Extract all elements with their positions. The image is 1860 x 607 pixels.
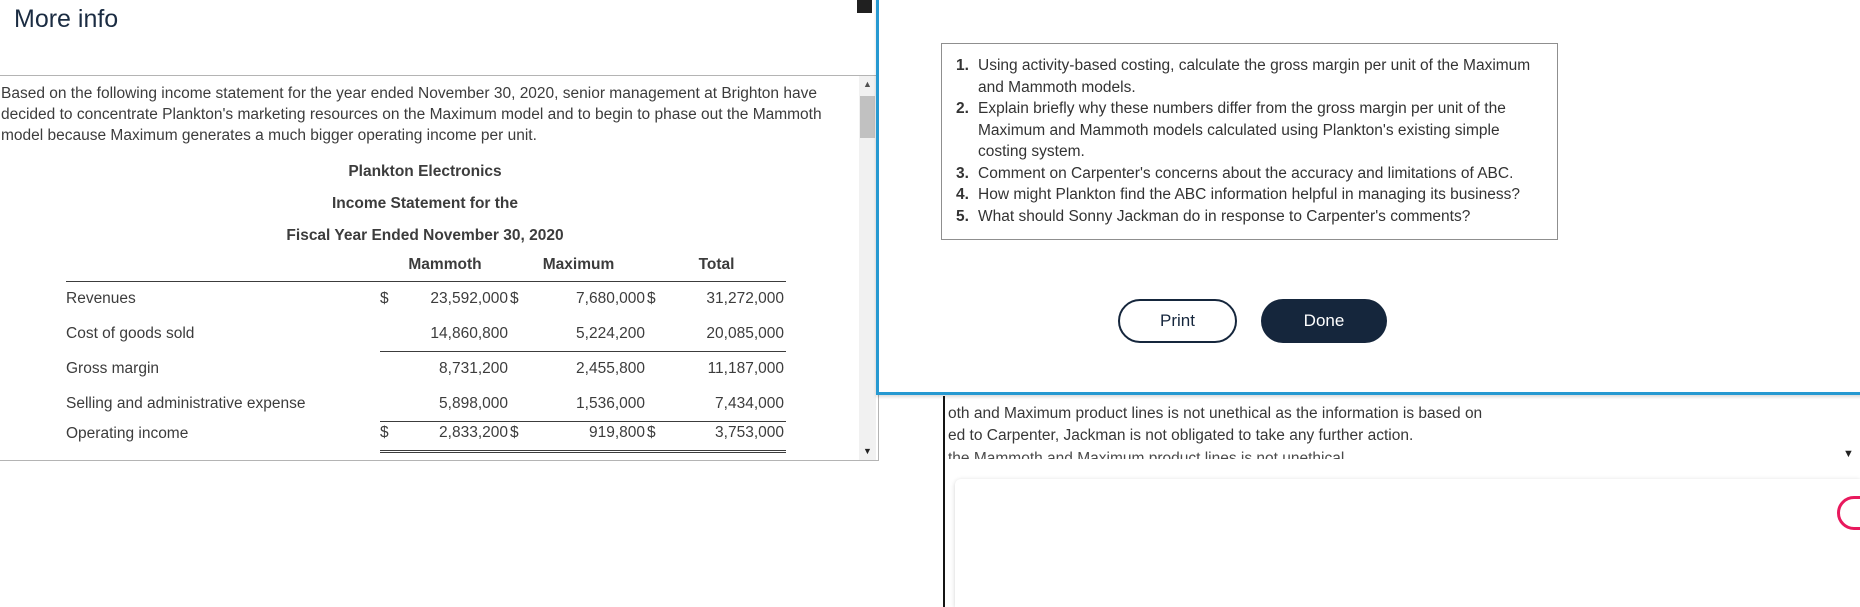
statement-title-type: Income Statement for the [331,195,519,212]
requirement-item: 2. Explain briefly why these numbers dif… [956,98,1545,163]
statement-title-period: Fiscal Year Ended November 30, 2020 [286,227,564,244]
background-text-line: oth and Maximum product lines is not une… [948,405,1483,422]
dollar-sign: $ [380,421,400,453]
dollar-sign: $ [510,290,519,307]
statement-title-company: Plankton Electronics [348,163,502,180]
panel-scrollbar[interactable]: ▲ ▼ [859,76,876,460]
intro-paragraph: Based on the following income statement … [1,85,822,144]
dollar-sign [510,386,532,422]
background-text-line-partial: the Mammoth and Maximum product lines is… [948,450,1348,459]
dollar-sign: $ [647,290,656,307]
table-row: Selling and administrative expense 5,898… [66,386,786,422]
row-label: Operating income [66,425,189,442]
requirement-text: Using activity-based costing, calculate … [978,57,1531,96]
row-label: Selling and administrative expense [66,395,306,412]
dollar-sign [647,351,669,386]
dollar-sign: $ [647,421,669,453]
requirement-text: Explain briefly why these numbers differ… [978,100,1506,160]
cell-value: 5,224,200 [532,316,647,352]
cell-value: 11,187,000 [707,360,784,377]
column-header-mammoth: Mammoth [380,252,510,282]
dollar-sign [380,351,400,386]
row-label: Gross margin [66,360,160,377]
scroll-down-button[interactable]: ▼ [859,443,876,460]
requirement-item: 5. What should Sonny Jackman do in respo… [956,206,1545,228]
dollar-sign: $ [510,421,532,453]
dollar-sign [647,316,669,352]
dollar-sign [380,386,400,422]
dollar-sign [647,386,669,422]
cell-value: 919,800 [532,421,647,453]
requirement-item: 1. Using activity-based costing, calcula… [956,55,1545,98]
page-scrollbar-thumb-fragment[interactable] [857,0,872,13]
column-header-maximum: Maximum [510,252,647,282]
cell-value: 7,680,000 [576,290,645,307]
row-label: Cost of goods sold [66,325,195,342]
more-info-panel: Based on the following income statement … [0,75,879,461]
table-row: Revenues $ 23,592,000 $ 7,680,000 $ 31,2… [66,281,786,316]
income-statement-table: Mammoth Maximum Total Revenues $ 23,592,… [66,252,786,453]
dollar-sign: $ [380,290,389,307]
header-empty [66,252,380,282]
done-button[interactable]: Done [1261,299,1387,343]
requirement-item: 3. Comment on Carpenter's concerns about… [956,163,1545,185]
requirement-number: 4. [956,186,969,203]
background-panel-border [943,396,945,607]
dialog-button-row: Print Done [1118,299,1387,343]
scroll-up-button[interactable]: ▲ [859,76,876,93]
print-button[interactable]: Print [1118,299,1237,343]
cell-value: 7,434,000 [669,386,786,422]
requirements-dialog: 1. Using activity-based costing, calcula… [876,0,1860,395]
requirement-text: Comment on Carpenter's concerns about th… [978,164,1514,182]
dollar-sign [380,316,400,352]
cell-value: 31,272,000 [706,290,784,307]
table-row: Gross margin 8,731,200 2,455,800 11,187,… [66,351,786,386]
cell-value: 14,860,800 [400,316,510,352]
cell-value: 23,592,000 [430,290,508,307]
cell-value: 1,536,000 [532,386,647,422]
pink-partial-button[interactable] [1837,496,1860,530]
scroll-down-icon: ▼ [863,446,872,456]
cell-value: 5,898,000 [400,386,510,422]
answer-panel [955,479,1860,607]
dollar-sign [510,351,532,386]
cell-value: 2,455,800 [576,360,645,377]
requirement-number: 2. [956,100,969,117]
cell-value: 8,731,200 [439,360,508,377]
background-scroll-down-icon[interactable]: ▼ [1843,448,1854,460]
table-header-row: Mammoth Maximum Total [66,252,786,282]
requirement-item: 4. How might Plankton find the ABC infor… [956,184,1545,206]
requirement-text: How might Plankton find the ABC informat… [978,186,1520,203]
background-text-line: ed to Carpenter, Jackman is not obligate… [948,427,1414,444]
column-header-total: Total [647,252,786,282]
cell-value: 20,085,000 [669,316,786,352]
requirement-text: What should Sonny Jackman do in response… [978,207,1471,225]
requirements-box: 1. Using activity-based costing, calcula… [941,43,1558,240]
scrollbar-thumb[interactable] [860,96,875,138]
dollar-sign [510,316,532,352]
requirement-number: 3. [956,164,969,182]
page-title: More info [14,5,119,33]
row-label: Revenues [66,290,136,307]
requirement-number: 5. [956,207,969,225]
requirement-number: 1. [956,57,969,74]
table-row: Cost of goods sold 14,860,800 5,224,200 … [66,316,786,352]
cell-value: 2,833,200 [400,421,510,453]
scroll-up-icon: ▲ [863,79,872,89]
cell-value: 3,753,000 [669,421,786,453]
table-row: Operating income $ 2,833,200 $ 919,800 $… [66,421,786,453]
